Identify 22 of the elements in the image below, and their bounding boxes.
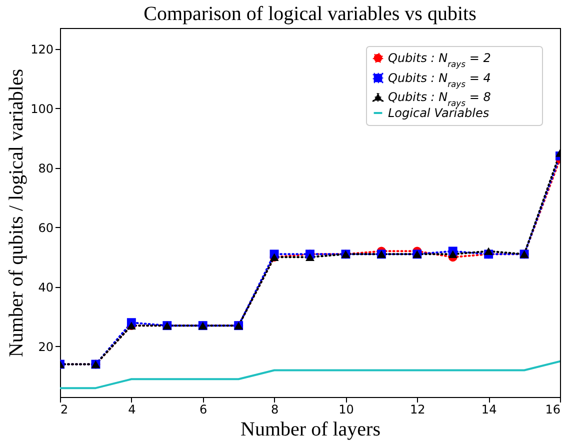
legend-label: Qubits : N$_{rays}$ = 2 xyxy=(388,51,491,69)
x-tick-label: 10 xyxy=(338,402,354,416)
x-tick-label: 8 xyxy=(270,402,279,416)
x-tick-label: 4 xyxy=(128,402,136,416)
x-axis-title: Number of layers xyxy=(240,418,381,440)
chart-title: Comparison of logical variables vs qubits xyxy=(144,3,477,25)
line-series xyxy=(60,360,560,390)
y-tick-label: 20 xyxy=(38,340,54,354)
x-tick-label: 16 xyxy=(545,402,560,416)
legend-label: Logical Variables xyxy=(388,106,490,120)
y-tick-label: 120 xyxy=(30,42,54,56)
x-tick-label: 12 xyxy=(410,402,426,416)
x-tick-label: 6 xyxy=(200,402,208,416)
y-axis-title: Number of qubits / logical variables xyxy=(6,68,28,358)
y-tick-label: 60 xyxy=(38,220,54,235)
x-tick-label: 14 xyxy=(481,402,497,416)
y-tick-label: 100 xyxy=(30,102,54,116)
y-tick-label: 80 xyxy=(38,161,54,176)
x-tick-label: 2 xyxy=(60,402,68,416)
legend-label: Qubits : N$_{rays}$ = 4 xyxy=(388,71,491,89)
legend-label: Qubits : N$_{rays}$ = 8 xyxy=(388,90,492,108)
y-tick-label: 40 xyxy=(38,280,54,294)
